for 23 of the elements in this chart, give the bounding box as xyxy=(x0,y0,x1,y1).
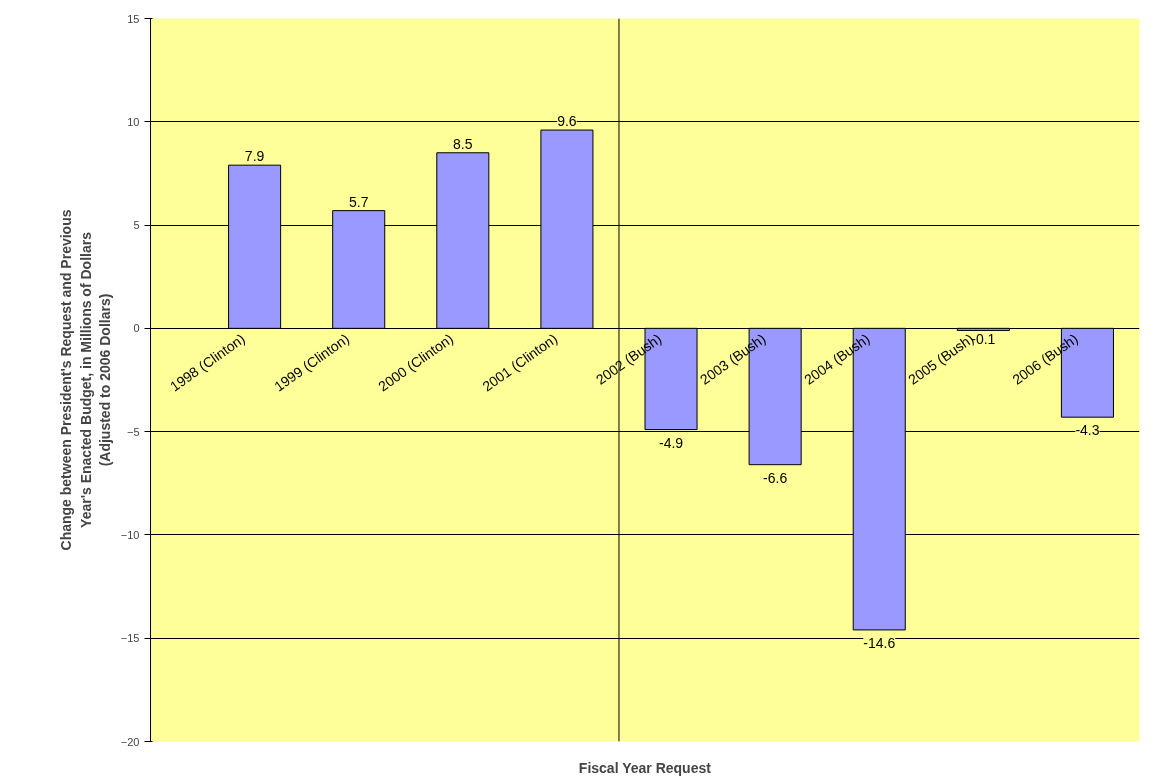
x-axis-title: Fiscal Year Request xyxy=(578,759,712,776)
y-tick-label: 10 xyxy=(127,115,140,128)
y-tick-label: −5 xyxy=(126,425,140,438)
data-label: -4.3 xyxy=(1075,422,1100,439)
data-label: -4.9 xyxy=(658,434,684,451)
y-tick-label: 0 xyxy=(133,322,140,335)
bar xyxy=(332,210,386,329)
data-label: -6.6 xyxy=(763,469,788,486)
y-tick-label: −20 xyxy=(120,735,140,748)
bar xyxy=(956,327,1010,331)
data-label: 9.6 xyxy=(557,113,577,130)
bar xyxy=(540,129,594,329)
data-label: 7.9 xyxy=(244,148,265,165)
y-tick-label: 15 xyxy=(127,12,140,25)
y-tick-label: −15 xyxy=(120,632,140,645)
y-tick-label: −10 xyxy=(120,528,140,541)
y-tick-label: 5 xyxy=(133,219,140,232)
bar xyxy=(436,152,490,329)
data-label: 8.5 xyxy=(453,135,473,152)
data-label: 5.7 xyxy=(348,193,369,210)
y-axis-title: Change between President's Request and Previous Year's Enacted Budget, in Millions of Dollars (Adjusted to 2006 Dollars) xyxy=(58,209,113,551)
bar xyxy=(228,164,282,329)
data-label: -14.6 xyxy=(863,634,896,651)
